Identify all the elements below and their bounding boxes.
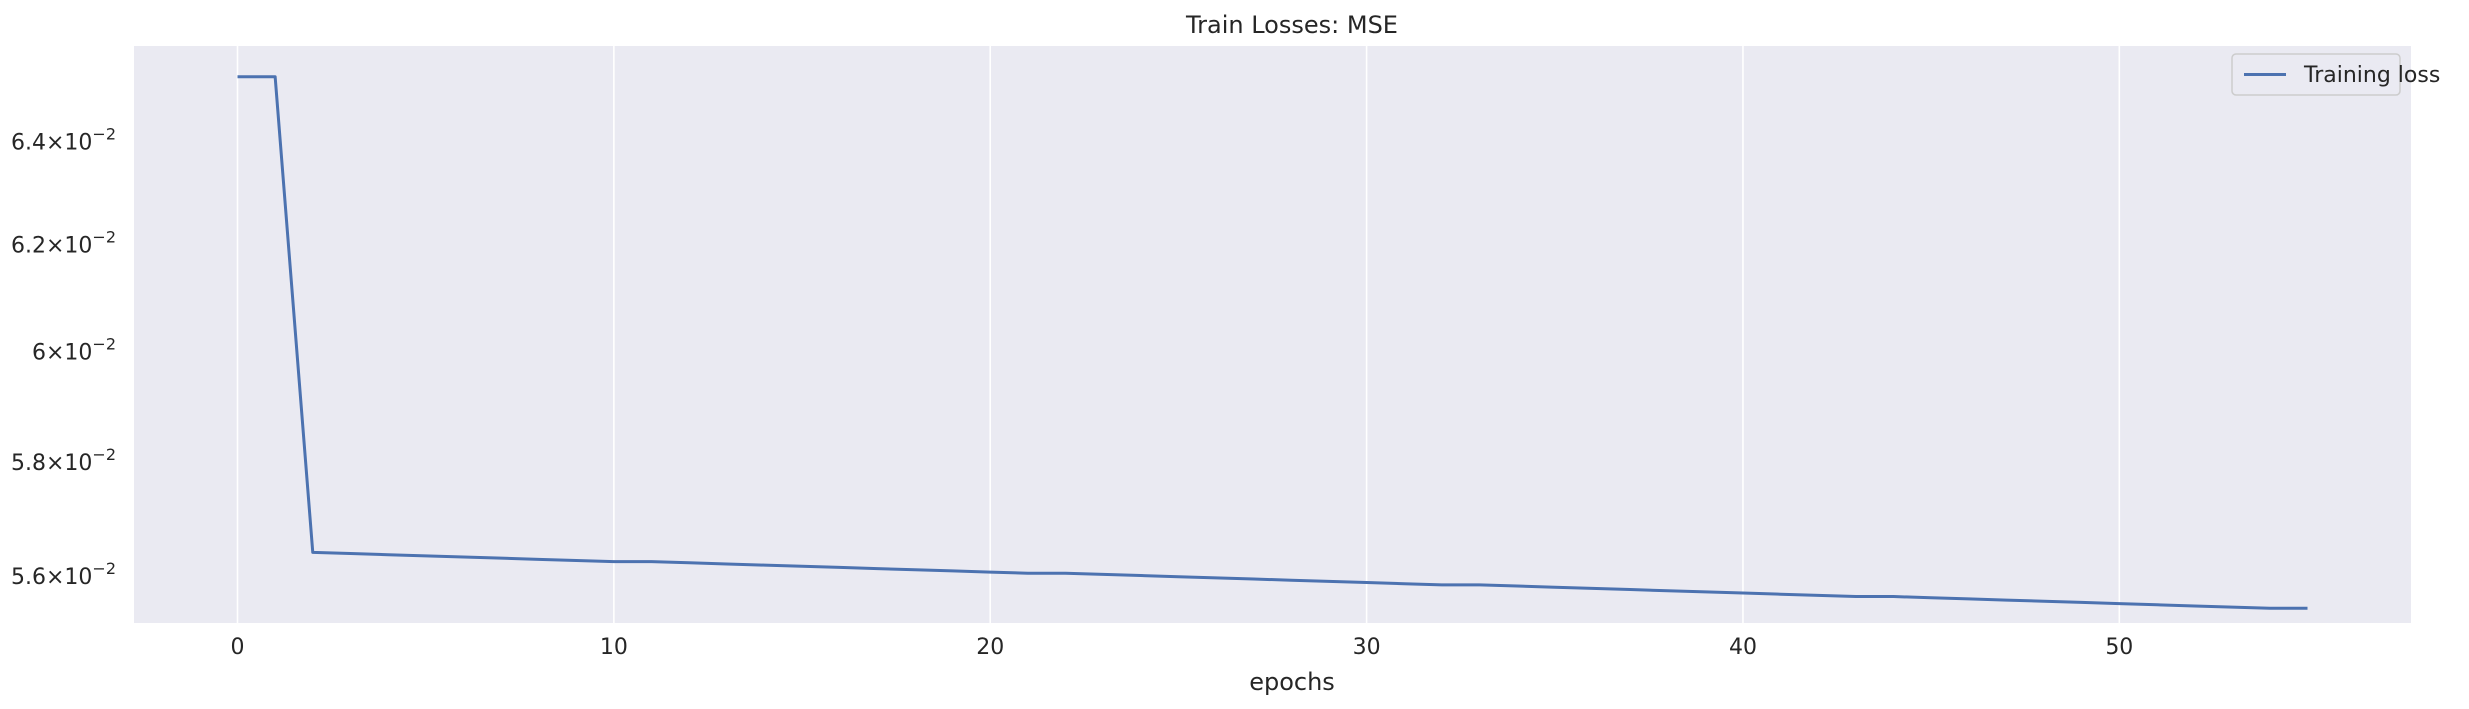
- x-tick-label: 40: [1729, 635, 1757, 660]
- y-tick-label: 5.8×10−2: [11, 445, 116, 476]
- x-tick-layer: 0 10 20 30 40 50: [231, 635, 2134, 660]
- y-tick-label: 6×10−2: [32, 334, 116, 365]
- x-tick-label: 50: [2105, 635, 2133, 660]
- y-tick-label: 5.6×10−2: [11, 559, 116, 590]
- grid-layer: [236, 46, 2121, 623]
- plot-area: [134, 46, 2411, 623]
- y-tick-layer: 6.4×10−2 6.2×10−2 6×10−2 5.8×10−2 5.6×10−2: [11, 124, 116, 590]
- legend-box: [2231, 53, 2401, 96]
- x-tick-label: 30: [1353, 635, 1381, 660]
- series-layer: [237, 75, 2308, 610]
- x-tick-label: 10: [600, 635, 628, 660]
- series-line-0: [237, 75, 2308, 610]
- chart-title: Train Losses: MSE: [1185, 11, 1398, 39]
- legend: Training loss: [2231, 53, 2440, 96]
- y-tick-label: 6.4×10−2: [11, 124, 116, 155]
- x-tick-label: 0: [231, 635, 245, 660]
- x-axis-label: epochs: [1249, 668, 1335, 696]
- legend-label: Training loss: [2303, 63, 2440, 88]
- y-tick-label: 6.2×10−2: [11, 228, 116, 259]
- x-tick-label: 20: [976, 635, 1004, 660]
